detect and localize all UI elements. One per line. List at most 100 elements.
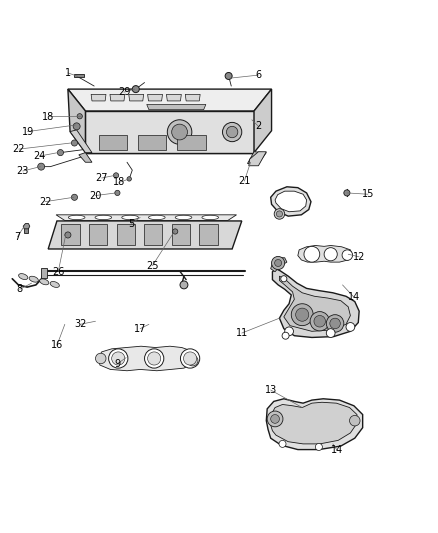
- Text: 5: 5: [128, 219, 134, 229]
- Polygon shape: [68, 89, 272, 111]
- Circle shape: [180, 281, 188, 289]
- Circle shape: [291, 304, 313, 326]
- Polygon shape: [138, 135, 166, 150]
- Circle shape: [73, 123, 80, 130]
- Text: 13: 13: [265, 385, 277, 395]
- Circle shape: [112, 352, 125, 365]
- Polygon shape: [166, 94, 181, 101]
- Polygon shape: [74, 74, 84, 77]
- Polygon shape: [48, 221, 242, 249]
- Polygon shape: [247, 152, 266, 164]
- Circle shape: [324, 248, 337, 261]
- Circle shape: [350, 415, 360, 426]
- Polygon shape: [199, 224, 218, 245]
- Polygon shape: [129, 94, 144, 101]
- Polygon shape: [91, 94, 106, 101]
- Polygon shape: [99, 346, 194, 371]
- Text: 26: 26: [52, 266, 64, 277]
- Polygon shape: [61, 224, 80, 245]
- Text: 15: 15: [362, 189, 374, 199]
- Text: 23: 23: [17, 166, 29, 176]
- Circle shape: [296, 308, 309, 321]
- Circle shape: [271, 415, 279, 423]
- Circle shape: [342, 250, 353, 260]
- Circle shape: [326, 329, 335, 337]
- Circle shape: [276, 211, 283, 217]
- Ellipse shape: [68, 215, 85, 220]
- Text: 20: 20: [89, 190, 102, 200]
- Polygon shape: [68, 89, 85, 152]
- Polygon shape: [185, 94, 200, 101]
- Polygon shape: [23, 223, 30, 229]
- Circle shape: [346, 322, 355, 332]
- Ellipse shape: [50, 281, 60, 287]
- Polygon shape: [99, 135, 127, 150]
- Polygon shape: [110, 94, 125, 101]
- Circle shape: [282, 332, 289, 339]
- Circle shape: [330, 318, 340, 329]
- Polygon shape: [79, 152, 92, 162]
- Polygon shape: [254, 89, 272, 152]
- Polygon shape: [85, 111, 254, 152]
- Polygon shape: [147, 104, 206, 110]
- Circle shape: [344, 190, 350, 196]
- Circle shape: [57, 150, 64, 156]
- Text: 22: 22: [13, 144, 25, 154]
- Circle shape: [180, 349, 200, 368]
- Text: 1: 1: [65, 68, 71, 78]
- Polygon shape: [271, 187, 311, 216]
- Circle shape: [326, 314, 344, 332]
- Circle shape: [172, 124, 187, 140]
- Polygon shape: [272, 269, 359, 337]
- Text: 19: 19: [21, 127, 34, 136]
- Polygon shape: [144, 224, 162, 245]
- Circle shape: [279, 440, 286, 447]
- Text: 11: 11: [236, 328, 248, 338]
- Text: 2: 2: [255, 122, 261, 131]
- Circle shape: [184, 352, 197, 365]
- Ellipse shape: [29, 276, 39, 282]
- Polygon shape: [117, 224, 135, 245]
- Circle shape: [113, 173, 119, 178]
- Text: 7: 7: [14, 232, 21, 242]
- Polygon shape: [70, 130, 92, 152]
- Text: 32: 32: [74, 319, 86, 329]
- Text: 14: 14: [331, 446, 343, 456]
- Circle shape: [145, 349, 164, 368]
- Circle shape: [285, 327, 293, 336]
- Text: 27: 27: [95, 173, 108, 183]
- Circle shape: [65, 232, 71, 238]
- Circle shape: [225, 72, 232, 79]
- Polygon shape: [298, 246, 353, 262]
- Circle shape: [314, 316, 325, 327]
- Text: 6: 6: [255, 70, 261, 80]
- Circle shape: [281, 276, 287, 282]
- Circle shape: [109, 349, 128, 368]
- Polygon shape: [177, 135, 206, 150]
- Circle shape: [148, 352, 161, 365]
- Polygon shape: [41, 268, 47, 278]
- Text: 22: 22: [39, 197, 51, 207]
- Polygon shape: [172, 224, 190, 245]
- Circle shape: [223, 123, 242, 142]
- Circle shape: [226, 126, 238, 138]
- Circle shape: [95, 353, 106, 364]
- Circle shape: [304, 246, 320, 262]
- Text: 16: 16: [51, 341, 63, 350]
- Circle shape: [77, 114, 82, 119]
- Circle shape: [187, 356, 198, 366]
- Polygon shape: [266, 399, 363, 449]
- Circle shape: [167, 120, 192, 144]
- Ellipse shape: [39, 279, 49, 285]
- Polygon shape: [275, 191, 307, 212]
- Circle shape: [127, 177, 131, 181]
- Text: 21: 21: [238, 176, 251, 186]
- Circle shape: [275, 260, 282, 266]
- Polygon shape: [271, 258, 287, 272]
- Polygon shape: [89, 224, 107, 245]
- Ellipse shape: [18, 273, 28, 279]
- Polygon shape: [249, 152, 266, 166]
- Text: 14: 14: [348, 292, 360, 302]
- Polygon shape: [56, 215, 237, 221]
- Text: 8: 8: [17, 284, 23, 294]
